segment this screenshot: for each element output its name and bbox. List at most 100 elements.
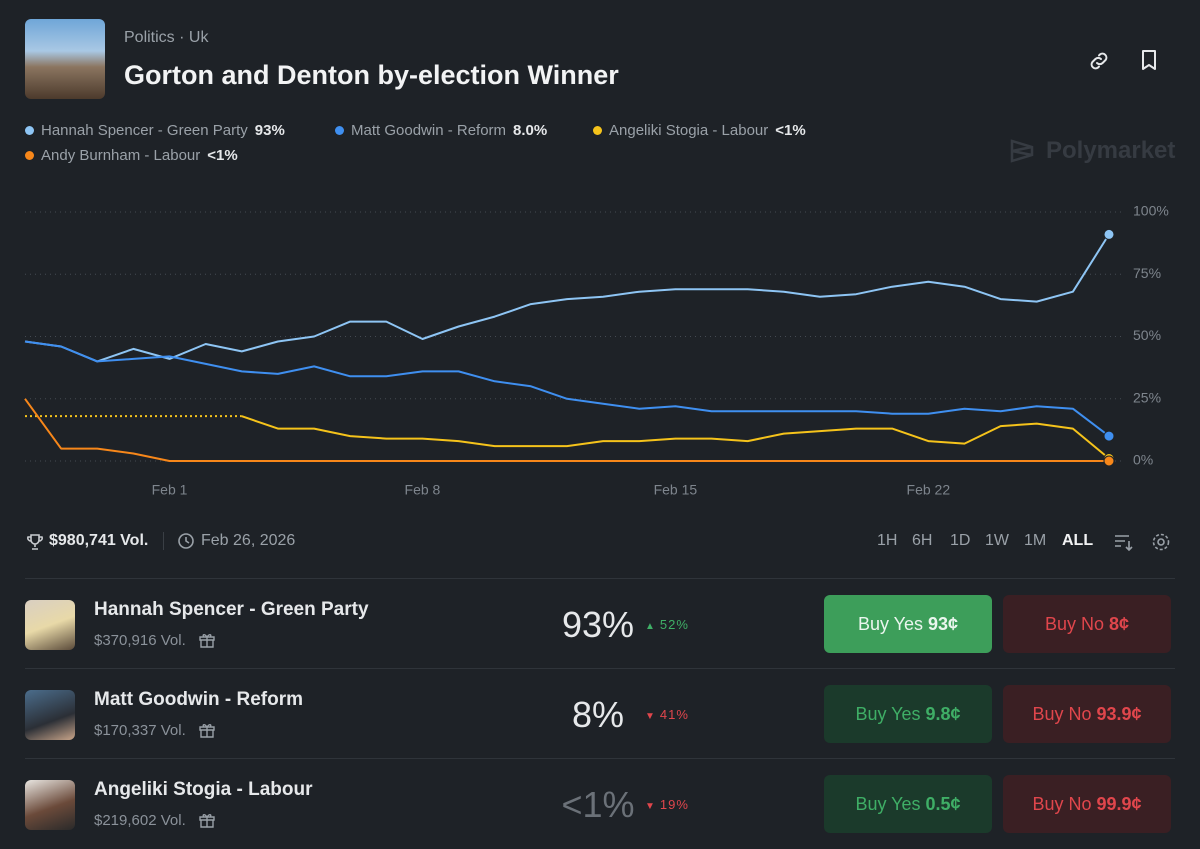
legend-item: Andy Burnham - Labour <1% — [25, 147, 238, 164]
avatar — [25, 690, 75, 740]
outcome-change: 19% — [659, 797, 689, 812]
buy-yes-label: Buy Yes — [855, 793, 921, 814]
buy-yes-label: Buy Yes — [857, 613, 923, 634]
outcome-name: Hannah Spencer - Green Party — [94, 599, 369, 620]
outcome-row: Hannah Spencer - Green Party $370,916 Vol… — [25, 578, 1175, 669]
series-line — [24, 398, 1109, 462]
gift-icon — [199, 814, 215, 828]
gift-icon — [199, 634, 215, 648]
settings-icon[interactable] — [1150, 531, 1172, 553]
change-arrow: ▼ — [645, 801, 656, 812]
brand-name: Polymarket — [1046, 137, 1176, 164]
link-icon[interactable] — [1087, 49, 1111, 73]
chart: 0% 25% 50% 75% 100% Feb 1 Feb 8 Feb 15 Feb 22 — [24, 203, 1169, 498]
buy-no-button[interactable]: Buy No 99.9¢ — [1003, 775, 1171, 833]
outcome-volume: $219,602 Vol. — [94, 811, 186, 829]
x-tick-label: Feb 1 — [152, 482, 188, 498]
change-arrow: ▲ — [645, 621, 656, 632]
legend-name: Andy Burnham - Labour — [41, 147, 201, 164]
outcome-name: Matt Goodwin - Reform — [94, 689, 303, 710]
legend-item: Matt Goodwin - Reform 8.0% — [335, 122, 547, 139]
outcome-change: 41% — [659, 707, 689, 722]
buy-yes-label: Buy Yes — [855, 703, 921, 724]
buy-yes-button[interactable]: Buy Yes 9.8¢ — [824, 685, 992, 743]
outcome-name: Angeliki Stogia - Labour — [94, 779, 313, 800]
gift-shape — [199, 814, 215, 828]
buy-yes-price: 93¢ — [928, 613, 959, 634]
buy-no-price: 93.9¢ — [1096, 703, 1142, 724]
buy-no-label: Buy No — [1044, 613, 1104, 634]
outcome-row: Matt Goodwin - Reform $170,337 Vol. 8% ▼ 41%… — [25, 668, 1175, 759]
y-tick-label: 75% — [1133, 265, 1161, 281]
legend-dot — [335, 126, 344, 135]
change-arrow: ▼ — [645, 711, 656, 722]
legend-item: Angeliki Stogia - Labour <1% — [593, 122, 806, 139]
sort-icon[interactable] — [1113, 532, 1133, 552]
x-tick-label: Feb 8 — [405, 482, 441, 498]
market-image — [25, 19, 105, 99]
legend-name: Matt Goodwin - Reform — [351, 122, 507, 139]
outcome-row: Angeliki Stogia - Labour $219,602 Vol. <1%… — [25, 758, 1175, 849]
y-tick-label: 25% — [1133, 389, 1161, 405]
outcome-volume: $370,916 Vol. — [94, 631, 186, 649]
outcome-change-wrap: ▲ 52% — [645, 617, 689, 632]
end-dot — [1103, 228, 1115, 240]
range-button[interactable]: 1D — [950, 532, 971, 549]
legend-item: Hannah Spencer - Green Party 93% — [25, 122, 285, 139]
outcome-volume-wrap: $170,337 Vol. — [94, 721, 216, 739]
legend-value: <1% — [775, 122, 806, 139]
end-date: Feb 26, 2026 — [201, 532, 296, 549]
x-tick-label: Feb 15 — [654, 482, 698, 498]
end-dot — [1103, 430, 1115, 442]
buy-no-label: Buy No — [1032, 703, 1092, 724]
category[interactable]: Politics — [124, 29, 175, 46]
series-line — [24, 340, 1110, 437]
buy-yes-button[interactable]: Buy Yes 93¢ — [824, 595, 992, 653]
subcategory[interactable]: Uk — [188, 29, 209, 46]
range-button[interactable]: 6H — [912, 532, 933, 549]
buy-no-button[interactable]: Buy No 8¢ — [1003, 595, 1171, 653]
bookmark-icon[interactable] — [1137, 48, 1161, 72]
outcome-volume-wrap: $219,602 Vol. — [94, 811, 216, 829]
outcome-volume: $170,337 Vol. — [94, 721, 186, 739]
range-button[interactable]: ALL — [1062, 532, 1094, 549]
outcome-change-wrap: ▼ 19% — [645, 797, 689, 812]
end-dot — [1103, 455, 1115, 467]
y-tick-label: 100% — [1133, 203, 1169, 219]
legend-value: 93% — [254, 122, 285, 139]
outcome-change: 52% — [659, 617, 689, 632]
buy-no-button[interactable]: Buy No 93.9¢ — [1003, 685, 1171, 743]
range-button[interactable]: 1M — [1024, 532, 1047, 549]
buy-yes-button[interactable]: Buy Yes 0.5¢ — [824, 775, 992, 833]
watermark: Polymarket — [1008, 137, 1175, 165]
legend-dot — [593, 126, 602, 135]
y-tick-label: 50% — [1133, 327, 1161, 343]
brand-logo — [1010, 139, 1034, 163]
legend-name: Angeliki Stogia - Labour — [609, 122, 769, 139]
outcome-chance: 93% — [561, 604, 635, 645]
series-line — [24, 233, 1110, 363]
range-button[interactable]: 1H — [877, 532, 898, 549]
clock-icon — [178, 533, 194, 549]
buy-no-price: 99.9¢ — [1096, 793, 1142, 814]
outcome-volume-wrap: $370,916 Vol. — [94, 631, 216, 649]
buy-no-price: 8¢ — [1109, 613, 1130, 634]
x-tick-label: Feb 22 — [907, 482, 951, 498]
legend-dot — [25, 151, 34, 160]
legend-value: 8.0% — [513, 122, 548, 139]
title: Gorton and Denton by-election Winner — [124, 60, 619, 90]
buy-yes-price: 0.5¢ — [925, 793, 961, 814]
series-line — [241, 415, 1110, 460]
volume: $980,741 Vol. — [49, 532, 149, 549]
divider — [163, 532, 164, 550]
avatar — [25, 600, 75, 650]
avatar — [25, 780, 75, 830]
range-button[interactable]: 1W — [985, 532, 1009, 549]
breadcrumb: Politics · Uk — [124, 29, 209, 46]
outcome-chance: 8% — [571, 694, 625, 735]
outcome-chance: <1% — [561, 784, 635, 825]
buy-yes-price: 9.8¢ — [925, 703, 961, 724]
y-tick-label: 0% — [1133, 452, 1153, 468]
gift-icon — [199, 724, 215, 738]
